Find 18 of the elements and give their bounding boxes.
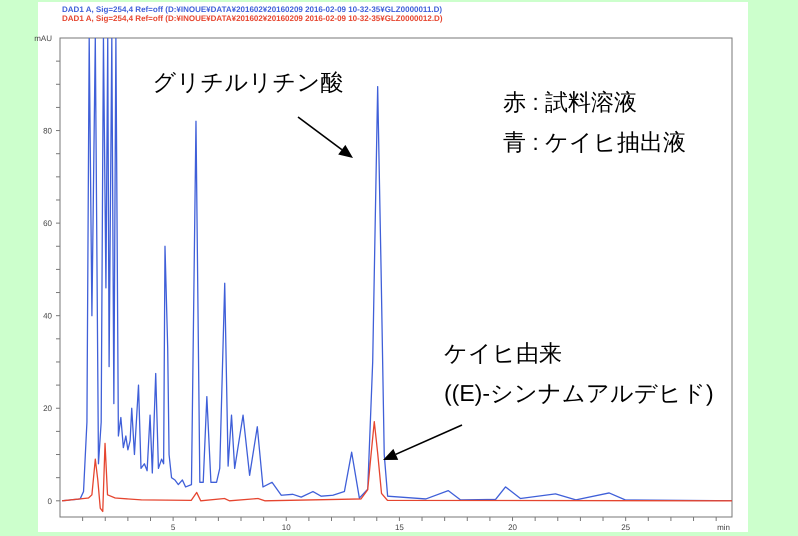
y-axis-title: mAU	[34, 34, 52, 43]
text: DAD1 A, Sig=254,4 Ref=off (D:¥INOUE¥DATA¥201602¥20160209 2016-02-09 10-32-35¥GLZ0000012.D)	[62, 14, 443, 23]
x-tick-label: 10	[282, 523, 292, 532]
annotation: グリチルリチン酸	[152, 69, 344, 95]
x-tick-label: 20	[508, 523, 518, 532]
annotation: 赤 : 試料溶液	[503, 89, 638, 115]
y-tick-label: 40	[43, 312, 53, 321]
x-tick-label: 25	[621, 523, 631, 532]
y-tick-label: 20	[43, 404, 53, 414]
annotation: ケイヒ由来 ((E)-シンナムアルデヒド)	[444, 340, 714, 406]
y-tick-label: 80	[43, 126, 53, 136]
annotation: 青 : ケイヒ抽出液	[503, 129, 686, 155]
text: DAD1 A, Sig=254,4 Ref=off (D:¥INOUE¥DATA¥201602¥20160209 2016-02-09 10-32-35¥GLZ0000011.D)	[62, 5, 442, 14]
x-tick-label: 5	[170, 523, 176, 532]
y-tick-label: 0	[48, 496, 53, 506]
x-axis-title: min	[717, 523, 730, 532]
x-tick-label: 15	[394, 523, 404, 532]
y-tick-label: 60	[43, 219, 53, 228]
